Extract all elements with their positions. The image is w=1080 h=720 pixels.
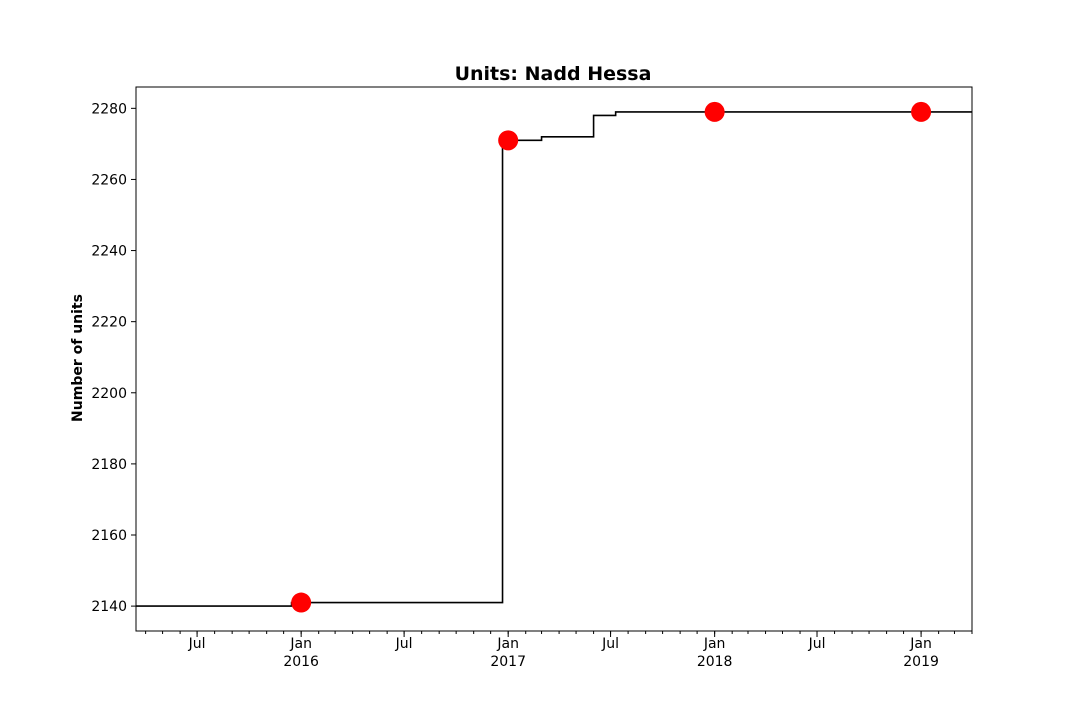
x-tick-label: Jan [496, 636, 519, 652]
y-tick-label: 2280 [91, 101, 127, 117]
x-tick-label: Jul [601, 636, 619, 652]
plot-frame [135, 86, 973, 632]
x-tick-label: Jul [395, 636, 413, 652]
data-point-marker [498, 130, 519, 151]
x-tick-label: Jul [188, 636, 206, 652]
axes: 2140 2160 2180 2200 2220 2240 2260 2280 Jul Jan 20… [91, 86, 973, 670]
y-tick-label: 2180 [91, 457, 127, 473]
x-tick-year-label: 2019 [903, 654, 939, 670]
y-tick-label: 2160 [91, 528, 127, 544]
plot-area [136, 101, 972, 613]
series-step-line [136, 111, 972, 607]
y-tick-label: 2140 [91, 599, 127, 615]
y-tick-label: 2240 [91, 244, 127, 260]
y-tick-label: 2200 [91, 386, 127, 402]
data-point-marker [291, 592, 312, 613]
x-tick-label: Jan [703, 636, 726, 652]
x-tick-label: Jan [909, 636, 932, 652]
x-tick-label: Jul [808, 636, 826, 652]
y-tick-label: 2260 [91, 172, 127, 188]
data-point-marker [704, 101, 725, 122]
x-tick-year-label: 2016 [283, 654, 319, 670]
y-axis-label: Number of units [70, 294, 86, 422]
chart-title: Units: Nadd Hessa [455, 63, 652, 85]
x-tick-year-label: 2017 [490, 654, 526, 670]
x-tick-year-label: 2018 [697, 654, 733, 670]
data-point-marker [911, 101, 932, 122]
x-tick-label: Jan [289, 636, 312, 652]
y-tick-label: 2220 [91, 315, 127, 331]
